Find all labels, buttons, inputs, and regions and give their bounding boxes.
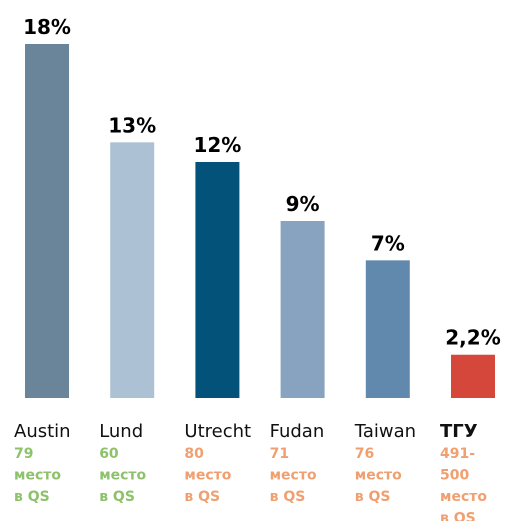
rank-label: в QS (14, 489, 50, 505)
rank-label: место (355, 468, 402, 484)
bar (280, 221, 325, 398)
rank-label: 491- (440, 446, 475, 462)
rank-label: место (99, 468, 146, 484)
rank-label: в QS (355, 489, 391, 505)
rank-label: 79 (14, 446, 33, 462)
bar (365, 260, 410, 398)
bar (195, 162, 240, 398)
rank-label: место (440, 489, 487, 505)
value-label: 2,2% (445, 326, 500, 350)
value-label: 7% (371, 231, 405, 255)
rank-label: 500 (440, 468, 469, 484)
rank-label: в QS (99, 489, 135, 505)
rank-label: 76 (355, 446, 374, 462)
category-label: ТГУ (440, 421, 478, 442)
value-label: 9% (286, 192, 320, 216)
rank-label: в QS (440, 511, 476, 521)
rank-label: место (14, 468, 61, 484)
rank-label: в QS (184, 489, 220, 505)
rank-label: 80 (184, 446, 204, 462)
rank-label: в QS (270, 489, 306, 505)
category-label: Fudan (270, 421, 325, 442)
bar (451, 354, 495, 398)
category-label: Taiwan (354, 421, 416, 442)
rank-label: место (270, 468, 317, 484)
value-label: 18% (23, 15, 71, 39)
bar (110, 142, 155, 398)
category-label: Utrecht (184, 421, 251, 442)
rank-label: 71 (270, 446, 289, 462)
rank-label: 60 (99, 446, 119, 462)
category-label: Austin (14, 421, 71, 442)
value-label: 12% (193, 133, 241, 157)
category-label: Lund (99, 421, 143, 442)
bar (25, 44, 69, 398)
rank-label: место (184, 468, 231, 484)
value-label: 13% (108, 113, 156, 137)
